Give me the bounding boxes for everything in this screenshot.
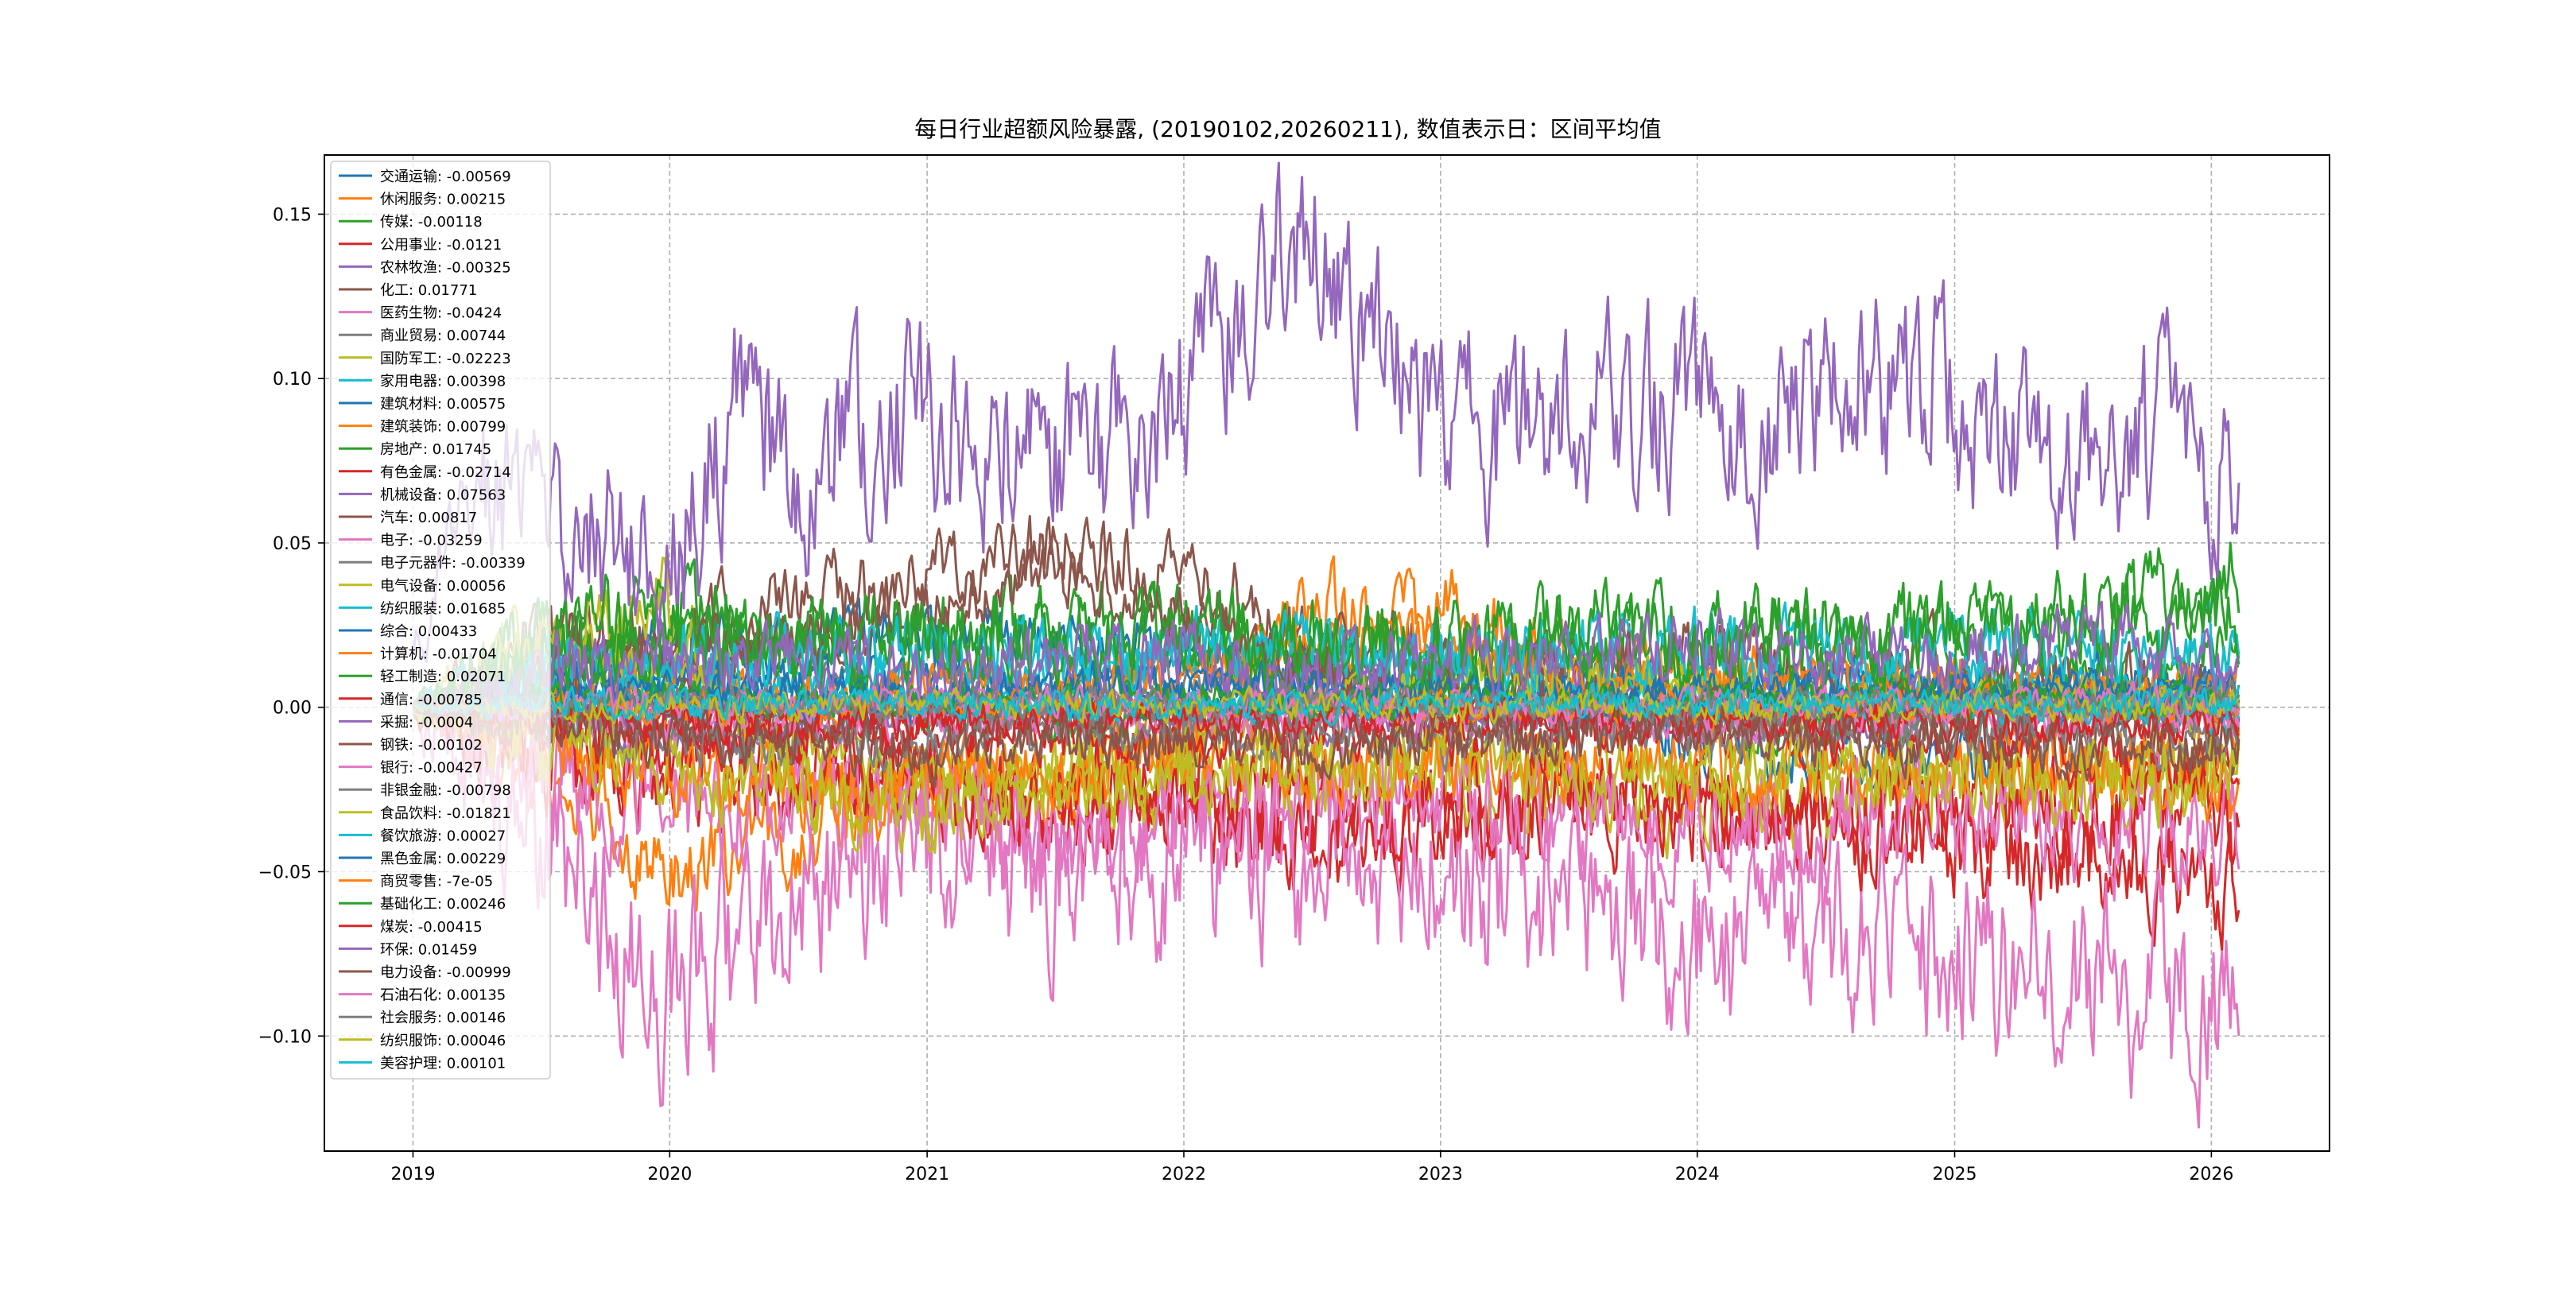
legend-entry: 建筑装饰: 0.00799 (380, 419, 506, 436)
series-line-医药生物 (412, 698, 2240, 1129)
legend-entry: 餐饮旅游: 0.00027 (380, 828, 506, 844)
legend: 交通运输: -0.00569 休闲服务: 0.00215 传媒: -0.00118 公… (330, 161, 551, 1080)
legend-entry: 基础化工: 0.00246 (380, 896, 506, 913)
y-tick-label: 0.15 (273, 205, 312, 225)
legend-entry: 食品饮料: -0.01821 (380, 805, 511, 822)
legend-entry: 休闲服务: 0.00215 (380, 192, 506, 208)
legend-entry: 机械设备: 0.07563 (380, 487, 506, 503)
chart-title: 每日行业超额风险暴露, (20190102,20260211), 数值表示日：区… (914, 116, 1661, 142)
legend-entry: 社会服务: 0.00146 (380, 1010, 506, 1026)
legend-entry: 煤炭: -0.00415 (380, 919, 483, 936)
legend-entry: 计算机: -0.01704 (380, 646, 497, 663)
y-tick-label: 0.05 (273, 534, 312, 554)
x-tick-label: 2024 (1675, 1165, 1720, 1184)
legend-entry: 有色金属: -0.02714 (380, 464, 511, 481)
series-line-美容护理 (413, 681, 2240, 727)
x-tick-label: 2021 (905, 1165, 949, 1184)
series-layer (412, 161, 2240, 1129)
legend-entry: 国防军工: -0.02223 (380, 351, 511, 367)
legend-entry: 商贸零售: -7e-05 (380, 874, 493, 890)
legend-box (330, 161, 551, 1080)
legend-entry: 电力设备: -0.00999 (380, 964, 511, 981)
x-tick-label: 2020 (647, 1165, 692, 1184)
legend-entry: 电子元器件: -0.00339 (380, 555, 526, 572)
legend-entry: 综合: 0.00433 (380, 623, 477, 640)
legend-entry: 公用事业: -0.0121 (380, 237, 502, 254)
axis-layer: 2019 2020 2021 2022 2023 2024 2025 2026 −0.10 −0.… (258, 205, 2234, 1184)
legend-entry: 轻工制造: 0.02071 (380, 669, 506, 685)
legend-entry: 农林牧渔: -0.00325 (380, 259, 511, 276)
legend-entry: 家用电器: 0.00398 (380, 373, 506, 390)
legend-entry: 美容护理: 0.00101 (380, 1055, 506, 1072)
legend-entry: 传媒: -0.00118 (380, 214, 483, 231)
x-tick-label: 2019 (390, 1165, 435, 1184)
legend-entry: 医药生物: -0.0424 (380, 305, 502, 322)
legend-entry: 银行: -0.00427 (380, 760, 483, 777)
legend-entry: 建筑材料: 0.00575 (380, 396, 506, 413)
legend-entry: 采掘: -0.0004 (380, 714, 473, 731)
y-tick-label: −0.10 (258, 1027, 312, 1047)
legend-entry: 汽车: 0.00817 (380, 510, 477, 526)
x-tick-label: 2026 (2189, 1165, 2233, 1184)
legend-entry: 环保: 0.01459 (380, 941, 477, 958)
y-tick-label: 0.10 (273, 370, 312, 390)
legend-entry: 石油石化: 0.00135 (380, 987, 506, 1004)
x-tick-label: 2025 (1933, 1165, 1977, 1184)
y-tick-label: 0.00 (273, 699, 312, 719)
legend-entry: 黑色金属: 0.00229 (380, 851, 506, 867)
legend-entry: 通信: -0.00785 (380, 692, 483, 708)
series-line-电力设备 (413, 696, 2240, 788)
legend-entry: 钢铁: -0.00102 (380, 737, 483, 754)
series-line-机械设备 (412, 161, 2240, 663)
legend-entry: 非银金融: -0.00798 (380, 782, 511, 799)
x-tick-label: 2023 (1418, 1165, 1463, 1184)
legend-entry: 化工: 0.01771 (380, 282, 477, 299)
legend-entry: 交通运输: -0.00569 (380, 169, 511, 185)
legend-entry: 房地产: 0.01745 (380, 441, 491, 458)
legend-entry: 纺织服装: 0.01685 (380, 600, 506, 617)
legend-entry: 纺织服饰: 0.00046 (380, 1033, 506, 1049)
series-line-纺织服饰 (413, 684, 2240, 726)
legend-entry: 商业贸易: 0.00744 (380, 328, 506, 344)
y-tick-label: −0.05 (258, 863, 312, 882)
legend-entry: 电子: -0.03259 (380, 533, 483, 549)
x-tick-label: 2022 (1162, 1165, 1206, 1184)
series-line-综合 (413, 665, 2240, 737)
plot-frame (324, 154, 2330, 1152)
legend-entry: 电气设备: 0.00056 (380, 578, 506, 595)
